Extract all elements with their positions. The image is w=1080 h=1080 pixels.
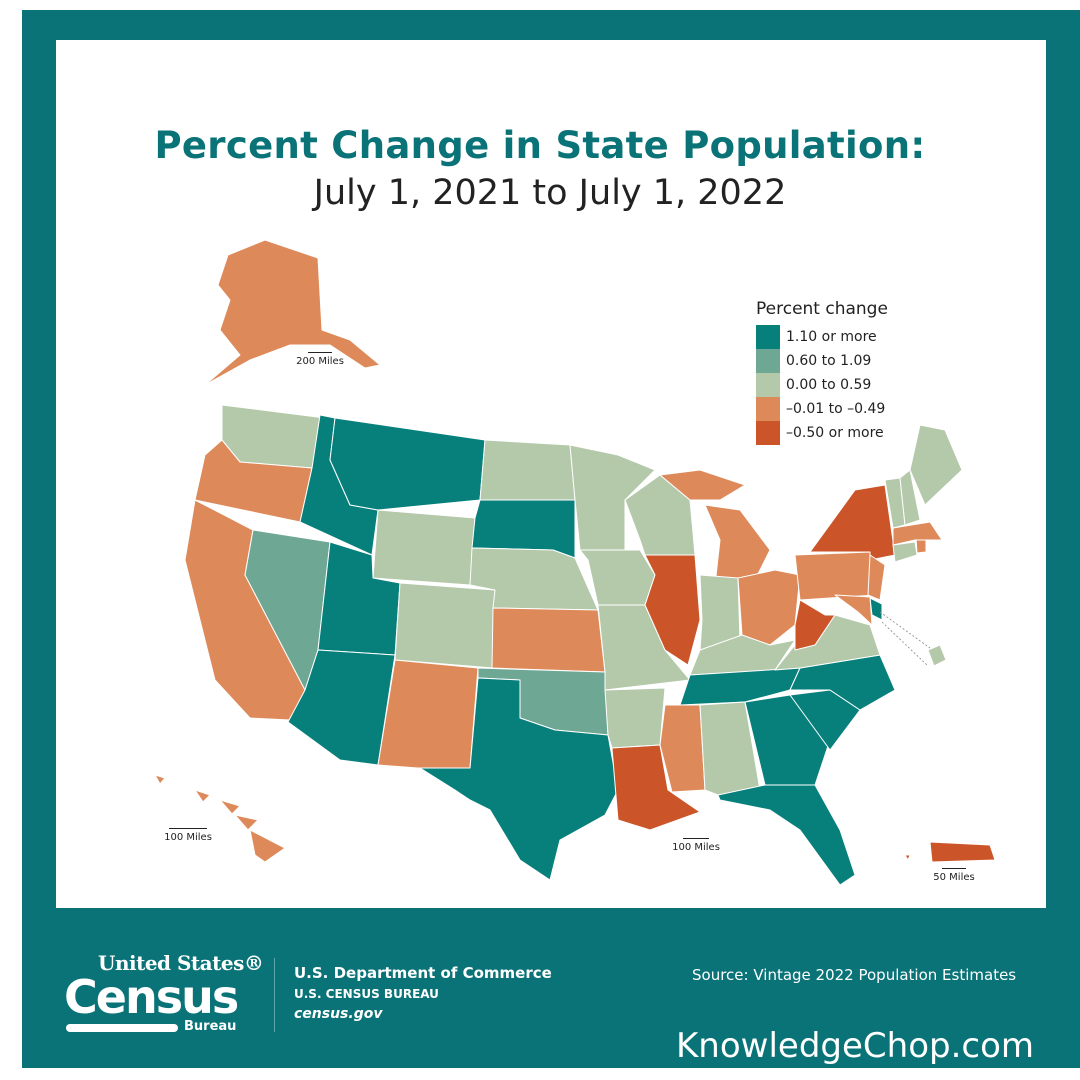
hawaii-scale: 100 Miles	[158, 828, 218, 844]
legend-swatch	[756, 397, 780, 421]
state-mt	[329, 417, 486, 511]
logo-sub-text: Bureau	[184, 1019, 237, 1034]
dc-inset-leader-line	[879, 611, 931, 649]
legend-swatch	[756, 421, 780, 445]
bureau-name: U.S. CENSUS BUREAU	[294, 987, 439, 1001]
logo-underline	[66, 1024, 178, 1032]
contiguous-scale: 100 Miles	[666, 838, 726, 854]
state-nh	[899, 469, 921, 526]
footer-divider	[274, 958, 275, 1032]
state-fl	[717, 784, 856, 886]
department-name: U.S. Department of Commerce	[294, 964, 552, 982]
state-wy	[372, 509, 476, 586]
puerto-rico-scale: 50 Miles	[926, 868, 982, 884]
state-me	[909, 424, 963, 506]
state-pr-island	[904, 854, 911, 861]
logo-top-text: United States®	[98, 951, 264, 975]
alaska-scale-label: 200 Miles	[296, 356, 344, 367]
state-ks	[491, 607, 606, 673]
source-note: Source: Vintage 2022 Population Estimate…	[692, 966, 1017, 984]
legend-label: 0.00 to 0.59	[786, 377, 872, 393]
legend-swatch	[756, 373, 780, 397]
legend-item: –0.50 or more	[756, 421, 888, 445]
state-pr	[929, 841, 996, 863]
state-hi-island	[249, 829, 286, 863]
state-co	[394, 582, 496, 669]
state-ar	[604, 687, 666, 749]
census-website: census.gov	[294, 1006, 383, 1022]
state-tx	[419, 677, 619, 881]
contiguous-scale-label: 100 Miles	[672, 842, 720, 853]
state-pa	[794, 551, 876, 601]
legend-item: –0.01 to –0.49	[756, 397, 888, 421]
legend: Percent change 1.10 or more 0.60 to 1.09 0…	[756, 298, 888, 445]
legend-label: 0.60 to 1.09	[786, 353, 872, 369]
logo-main-text: Census	[64, 970, 239, 1024]
state-ny	[809, 484, 896, 561]
census-logo: United States® Census Bureau	[64, 952, 264, 1034]
legend-label: –0.01 to –0.49	[786, 401, 886, 417]
state-md	[834, 594, 873, 626]
legend-label: –0.50 or more	[786, 425, 884, 441]
legend-item: 0.60 to 1.09	[756, 349, 888, 373]
hawaii-scale-label: 100 Miles	[164, 832, 212, 843]
legend-swatch	[756, 349, 780, 373]
state-ak	[204, 239, 381, 386]
legend-label: 1.10 or more	[786, 329, 877, 345]
state-dc	[927, 644, 947, 667]
map-subtitle: July 1, 2021 to July 1, 2022	[313, 173, 787, 213]
state-ms	[659, 704, 706, 793]
dc-inset-leader-line	[881, 621, 929, 667]
state-hi-island	[219, 799, 241, 815]
state-hi-island	[234, 814, 259, 831]
state-oh	[737, 569, 801, 646]
legend-swatch	[756, 325, 780, 349]
state-hi-island	[194, 789, 211, 803]
legend-item: 1.10 or more	[756, 325, 888, 349]
state-nm	[377, 659, 479, 769]
state-ma	[892, 521, 943, 546]
legend-title: Percent change	[756, 299, 888, 319]
state-hi	[154, 774, 166, 785]
state-ct	[892, 541, 918, 563]
state-nj	[867, 554, 886, 601]
department-block: U.S. Department of Commerce U.S. CENSUS …	[294, 964, 552, 1023]
puerto-rico-scale-label: 50 Miles	[933, 872, 975, 883]
map-title: Percent Change in State Population:	[154, 124, 926, 167]
state-il	[644, 554, 701, 666]
watermark: KnowledgeChop.com	[676, 1026, 1034, 1066]
state-miu	[659, 469, 746, 501]
legend-item: 0.00 to 0.59	[756, 373, 888, 397]
state-mn	[569, 444, 656, 551]
alaska-scale: 200 Miles	[290, 352, 350, 368]
state-nd	[479, 439, 576, 501]
